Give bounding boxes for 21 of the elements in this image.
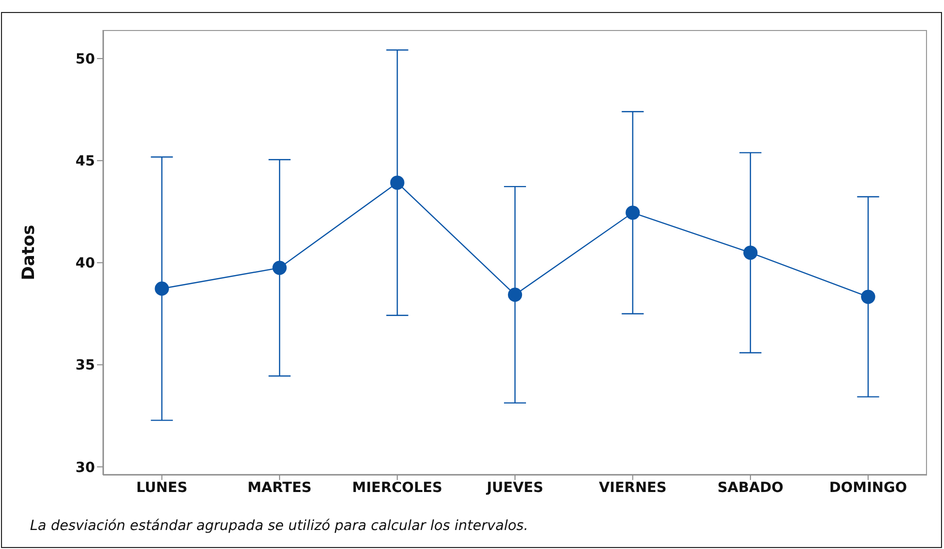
y-tick-label: 40 [76,256,96,272]
y-axis-title: Datos [19,224,40,280]
x-tick-label: MIERCOLES [352,480,442,496]
y-tick-label: 50 [76,52,96,68]
x-tick-label: SABADO [717,480,784,496]
point [626,206,640,220]
y-tick-label: 35 [76,358,95,374]
text: La desviación estándar agrupada se utilizó para calcular los intervalos. [30,518,528,534]
x-tick-label: VIERNES [598,480,667,496]
y-tick-label: 30 [76,460,96,476]
point [272,260,287,275]
x-tick-label: LUNES [136,480,188,496]
x-tick-label: JUEVES [486,480,544,496]
point [508,288,522,302]
point [861,290,876,304]
point [743,246,758,260]
x-tick-label: DOMINGO [829,480,908,496]
point [154,282,169,296]
x-tick-label: MARTES [248,480,312,496]
y-tick-label: 45 [76,154,95,170]
point [390,176,404,190]
